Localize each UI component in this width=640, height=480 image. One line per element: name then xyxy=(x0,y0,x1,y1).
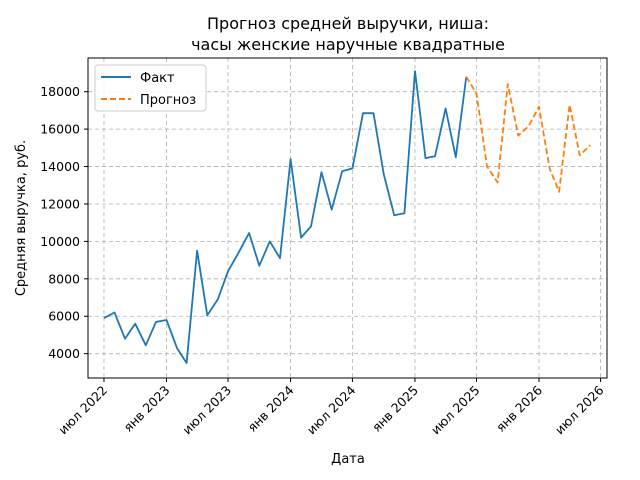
chart-title-line-1: Прогноз средней выручки, ниша: xyxy=(207,14,489,33)
legend: Факт Прогноз xyxy=(94,64,207,112)
x-axis-ticks: июл 2022 янв 2023 июл 2023 янв 2024 июл 2024… xyxy=(55,378,607,438)
x-tick-label: янв 2026 xyxy=(493,382,545,434)
x-tick-label: июл 2023 xyxy=(179,383,234,438)
series-line-forecast xyxy=(465,76,591,193)
y-tick-label: 6000 xyxy=(48,309,80,324)
y-tick-label: 8000 xyxy=(48,271,80,286)
y-tick-label: 14000 xyxy=(40,159,80,174)
x-tick-label: июл 2024 xyxy=(304,382,359,437)
grid-lines xyxy=(88,58,607,378)
x-tick-label: июл 2022 xyxy=(55,383,110,438)
y-axis-ticks: 4000 6000 8000 10000 12000 14000 16000 18000 xyxy=(40,84,88,361)
y-tick-label: 10000 xyxy=(40,234,80,249)
x-tick-label: янв 2024 xyxy=(244,382,296,434)
legend-label-fact: Факт xyxy=(140,71,175,86)
y-tick-label: 18000 xyxy=(40,84,80,99)
y-tick-label: 4000 xyxy=(48,346,80,361)
x-axis-label: Дата xyxy=(331,452,365,467)
x-tick-label: июл 2025 xyxy=(428,383,483,438)
y-axis-label: Средняя выручка, руб. xyxy=(14,140,29,296)
chart-title-line-2: часы женские наручные квадратные xyxy=(191,35,505,54)
y-tick-label: 16000 xyxy=(40,122,80,137)
legend-label-forecast: Прогноз xyxy=(140,93,196,108)
x-tick-label: июл 2026 xyxy=(552,382,607,437)
y-tick-label: 12000 xyxy=(40,196,80,211)
x-tick-label: янв 2023 xyxy=(120,383,172,435)
plot-area-frame xyxy=(87,57,608,379)
series-line-fact xyxy=(103,70,468,364)
x-tick-label: янв 2025 xyxy=(369,383,421,435)
series-lines xyxy=(103,70,591,364)
